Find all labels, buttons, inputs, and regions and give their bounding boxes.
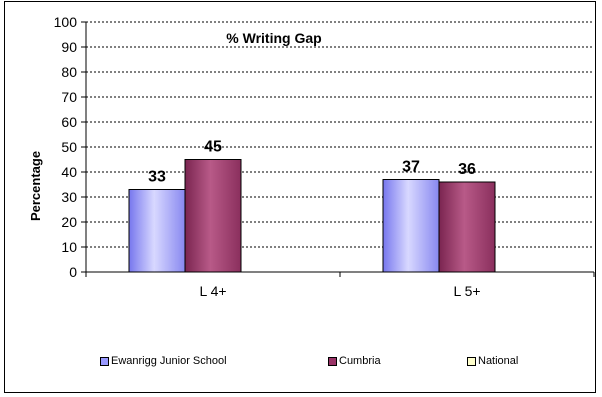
legend-swatch — [467, 356, 476, 366]
y-tick-label: 10 — [61, 239, 77, 255]
legend-swatch — [328, 356, 337, 366]
legend-label: Ewanrigg Junior School — [111, 355, 227, 367]
data-label: 33 — [148, 169, 166, 186]
data-label: 37 — [402, 159, 420, 176]
legend-item-ewanrigg: Ewanrigg Junior School — [100, 355, 227, 367]
data-label: 36 — [458, 161, 476, 178]
bar — [438, 181, 496, 273]
y-tick-label: 80 — [61, 64, 77, 80]
legend-item-national: National — [467, 355, 518, 367]
y-tick-label: 20 — [61, 214, 77, 230]
bar — [184, 159, 242, 273]
y-tick-label: 50 — [61, 139, 77, 155]
bar — [128, 189, 186, 273]
y-tick-label: 90 — [61, 39, 77, 55]
y-tick-label: 30 — [61, 189, 77, 205]
y-tick-label: 100 — [54, 14, 78, 30]
chart-title: % Writing Gap — [226, 30, 321, 46]
bar — [382, 179, 440, 273]
x-tick-label: L 5+ — [453, 283, 480, 299]
legend-label: Cumbria — [339, 355, 381, 367]
y-tick-label: 0 — [69, 264, 77, 280]
legend-label: National — [478, 355, 519, 367]
y-tick-label: 60 — [61, 114, 77, 130]
legend-swatch — [100, 356, 109, 366]
x-tick-label: L 4+ — [199, 283, 226, 299]
y-tick-label: 40 — [61, 164, 77, 180]
y-tick-label: 70 — [61, 89, 77, 105]
y-axis-label: Percentage — [28, 151, 43, 221]
data-label: 45 — [204, 139, 222, 156]
legend-item-cumbria: Cumbria — [328, 355, 381, 367]
